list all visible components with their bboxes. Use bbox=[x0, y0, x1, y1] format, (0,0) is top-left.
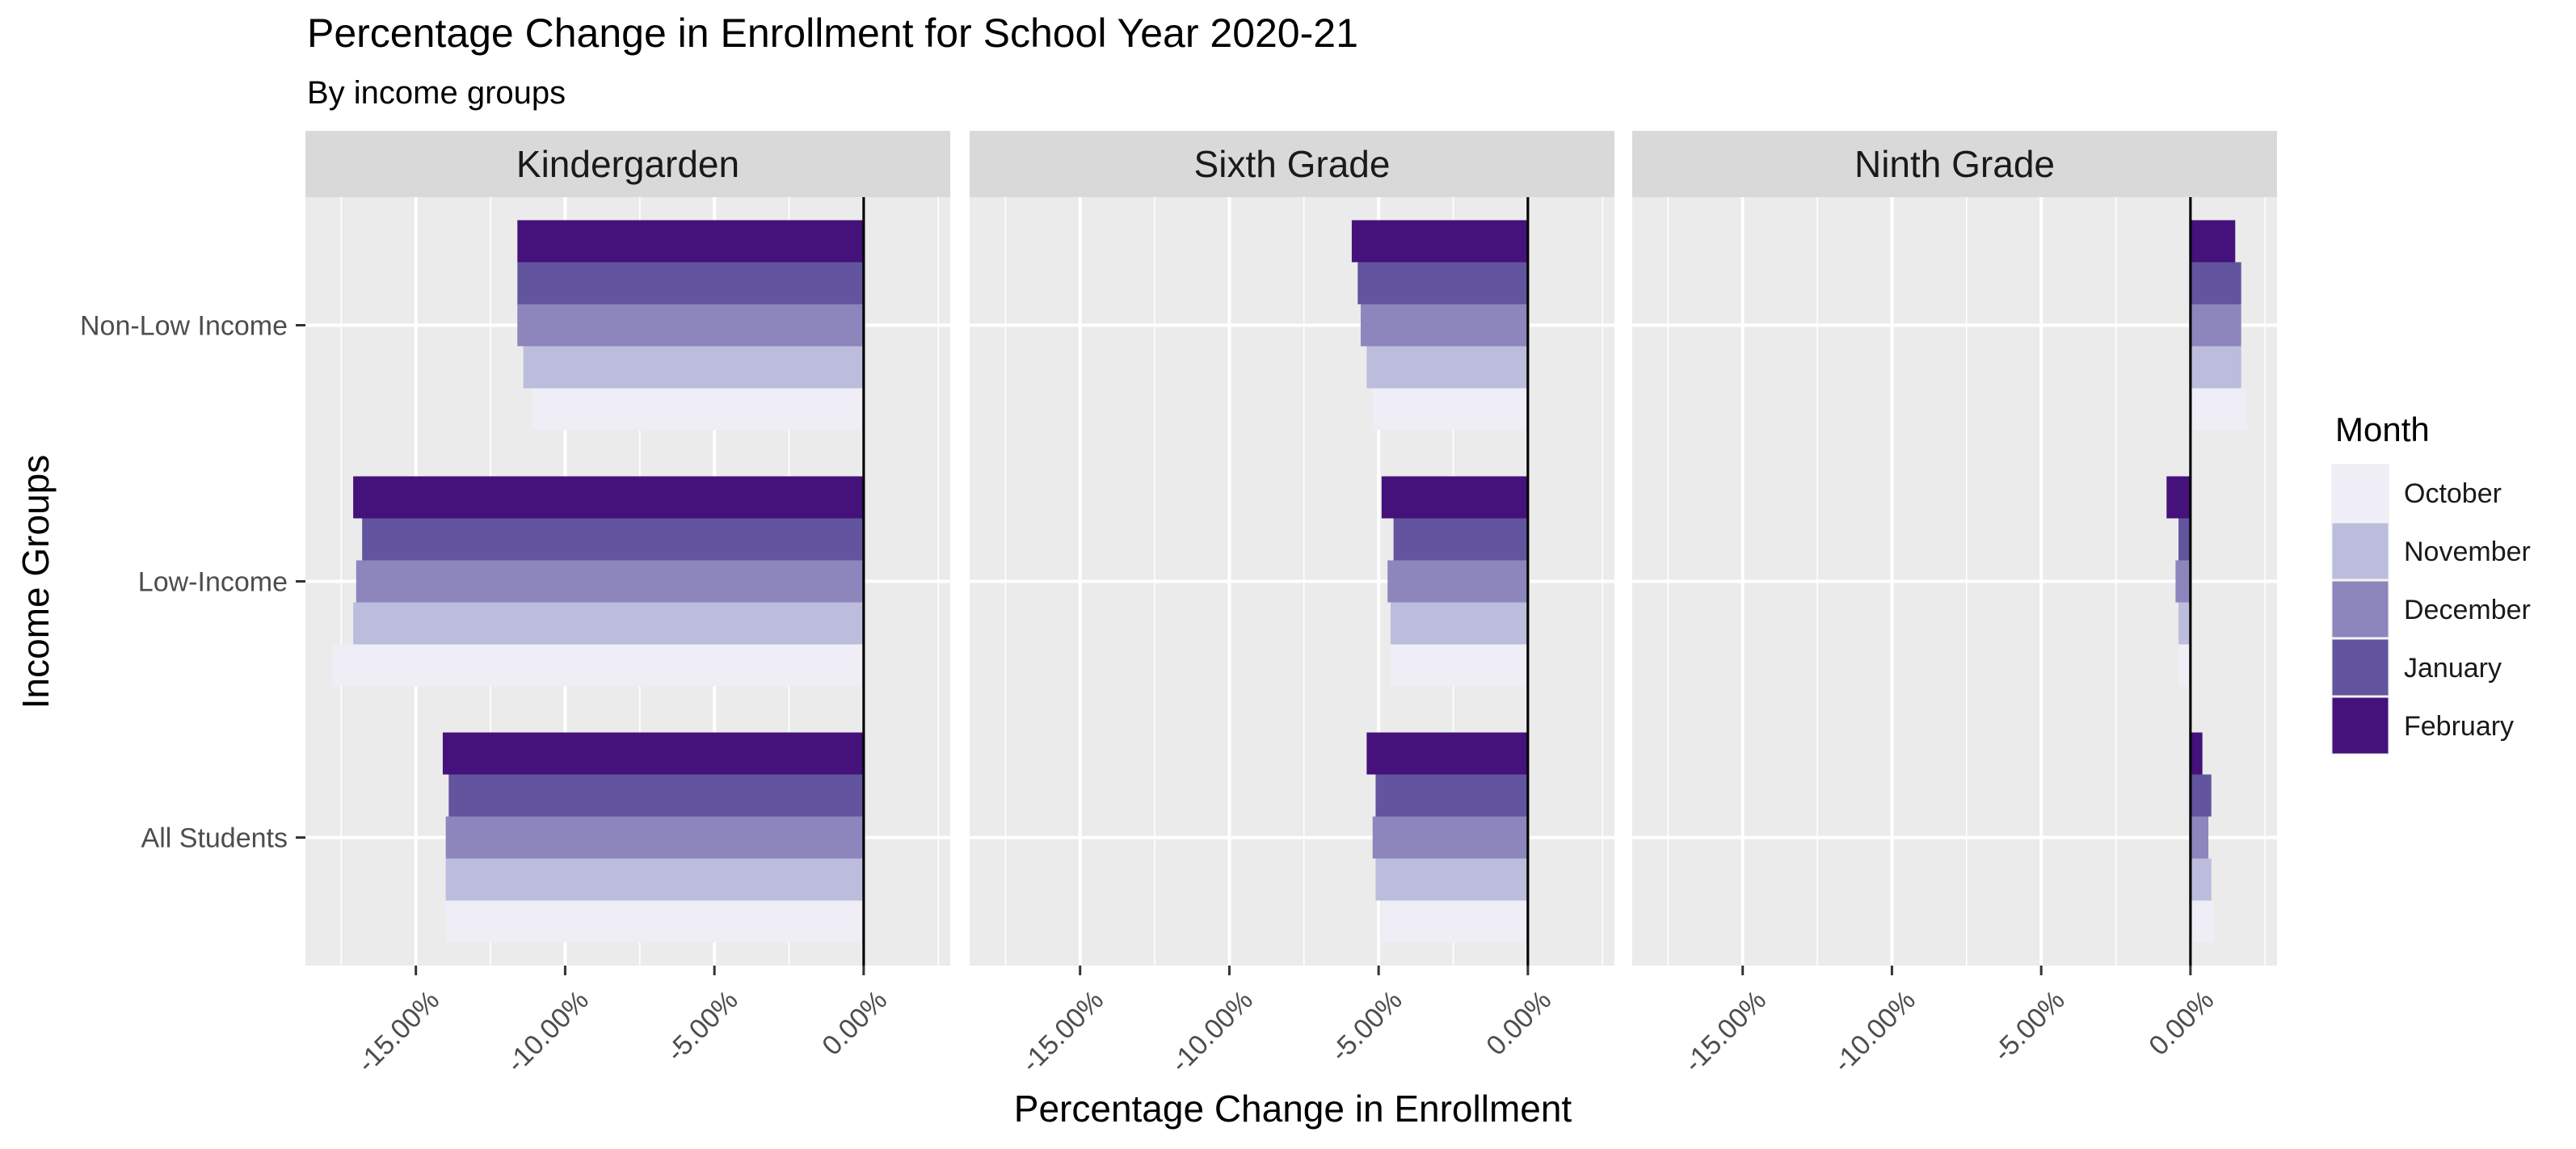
bar-kindergarden-low-income-december bbox=[356, 560, 864, 603]
legend-label-february: February bbox=[2404, 711, 2514, 742]
bar-ninth-grade-all-students-february bbox=[2190, 732, 2203, 775]
bar-ninth-grade-low-income-december bbox=[2175, 560, 2191, 603]
bar-sixth-grade-non-low-income-november bbox=[1366, 346, 1528, 389]
legend-label-october: October bbox=[2404, 478, 2502, 509]
x-tick-label: -10.00% bbox=[1164, 985, 1258, 1079]
legend-swatch-february bbox=[2332, 697, 2389, 754]
facet-strip-sixth-grade bbox=[970, 131, 1614, 197]
facet-strip-kindergarden bbox=[305, 131, 950, 197]
bar-ninth-grade-all-students-october bbox=[2190, 900, 2215, 943]
legend-title: Month bbox=[2335, 410, 2430, 448]
bar-ninth-grade-non-low-income-december bbox=[2190, 304, 2241, 347]
bar-sixth-grade-all-students-november bbox=[1375, 858, 1528, 901]
panels-layer: Kindergarden -15.00% -10.00% -5.00% 0.00% Non… bbox=[80, 131, 2277, 1079]
legend-item-february: February bbox=[2331, 697, 2514, 755]
legend-swatch-january bbox=[2332, 639, 2389, 696]
x-tick-label: -10.00% bbox=[1827, 985, 1921, 1079]
bar-kindergarden-all-students-october bbox=[445, 900, 864, 943]
legend-swatch-november bbox=[2332, 523, 2389, 579]
x-tick-label: -5.00% bbox=[1988, 985, 2071, 1068]
facet-label-ninth-grade: Ninth Grade bbox=[1854, 143, 2055, 185]
bar-sixth-grade-non-low-income-december bbox=[1360, 304, 1528, 347]
bar-kindergarden-non-low-income-january bbox=[517, 262, 864, 305]
bar-kindergarden-all-students-january bbox=[448, 774, 864, 817]
bar-kindergarden-all-students-november bbox=[445, 858, 864, 901]
facet-strip-ninth-grade bbox=[1632, 131, 2277, 197]
bar-sixth-grade-low-income-january bbox=[1393, 518, 1528, 561]
bar-ninth-grade-non-low-income-november bbox=[2190, 346, 2241, 389]
bar-ninth-grade-all-students-november bbox=[2190, 858, 2212, 901]
bar-sixth-grade-non-low-income-october bbox=[1372, 388, 1528, 431]
bar-sixth-grade-low-income-february bbox=[1381, 476, 1528, 519]
bar-kindergarden-non-low-income-december bbox=[517, 304, 864, 347]
bar-kindergarden-non-low-income-november bbox=[523, 346, 864, 389]
legend-label-november: November bbox=[2404, 537, 2531, 567]
bar-kindergarden-all-students-december bbox=[445, 816, 864, 859]
legend: Month October November December January Febr… bbox=[2331, 410, 2531, 755]
legend-item-december: December bbox=[2331, 580, 2531, 638]
x-axis-title: Percentage Change in Enrollment bbox=[1014, 1088, 1572, 1130]
bar-sixth-grade-low-income-november bbox=[1390, 602, 1528, 645]
x-tick-label: 0.00% bbox=[2143, 985, 2220, 1062]
bar-ninth-grade-low-income-november bbox=[2178, 602, 2191, 645]
legend-swatch-october bbox=[2332, 465, 2389, 521]
legend-items: October November December January February bbox=[2331, 464, 2531, 755]
panel-ninth-grade: Ninth Grade -15.00% -10.00% -5.00% 0.00% bbox=[1632, 131, 2277, 1079]
bar-ninth-grade-non-low-income-october bbox=[2190, 388, 2248, 431]
legend-item-october: October bbox=[2331, 464, 2502, 522]
bar-sixth-grade-all-students-december bbox=[1372, 816, 1528, 859]
bar-kindergarden-non-low-income-october bbox=[532, 388, 864, 431]
bar-kindergarden-low-income-february bbox=[353, 476, 864, 519]
x-tick-label: -15.00% bbox=[351, 985, 445, 1079]
facet-label-sixth-grade: Sixth Grade bbox=[1194, 143, 1391, 185]
x-tick-label: -5.00% bbox=[661, 985, 744, 1068]
bar-ninth-grade-low-income-october bbox=[2178, 644, 2191, 687]
chart-title: Percentage Change in Enrollment for Scho… bbox=[307, 11, 1358, 56]
bar-ninth-grade-non-low-income-february bbox=[2190, 220, 2236, 263]
bar-sixth-grade-all-students-february bbox=[1366, 732, 1528, 775]
x-tick-label: -5.00% bbox=[1325, 985, 1408, 1068]
bar-ninth-grade-low-income-january bbox=[2178, 518, 2191, 561]
legend-item-november: November bbox=[2331, 522, 2531, 580]
bar-kindergarden-low-income-october bbox=[332, 644, 864, 687]
bar-ninth-grade-all-students-january bbox=[2190, 774, 2212, 817]
bar-kindergarden-low-income-january bbox=[362, 518, 864, 561]
x-tick-label: -10.00% bbox=[500, 985, 594, 1079]
bar-kindergarden-non-low-income-february bbox=[517, 220, 864, 263]
legend-swatch-december bbox=[2332, 581, 2389, 638]
bar-sixth-grade-all-students-january bbox=[1375, 774, 1528, 817]
facet-label-kindergarden: Kindergarden bbox=[516, 143, 739, 185]
x-tick-label: -15.00% bbox=[1016, 985, 1109, 1079]
legend-label-december: December bbox=[2404, 595, 2531, 625]
y-axis-title: Income Groups bbox=[15, 455, 57, 709]
legend-item-january: January bbox=[2331, 638, 2502, 697]
bar-sixth-grade-non-low-income-february bbox=[1351, 220, 1528, 263]
y-tick-label-all-students: All Students bbox=[141, 823, 288, 854]
bar-ninth-grade-all-students-december bbox=[2190, 816, 2209, 859]
bar-sixth-grade-low-income-october bbox=[1390, 644, 1528, 687]
x-tick-label: 0.00% bbox=[1480, 985, 1557, 1062]
bar-sixth-grade-non-low-income-january bbox=[1357, 262, 1528, 305]
bar-kindergarden-all-students-february bbox=[442, 732, 864, 775]
legend-label-january: January bbox=[2404, 653, 2502, 684]
bar-ninth-grade-low-income-february bbox=[2166, 476, 2191, 519]
x-tick-label: -15.00% bbox=[1678, 985, 1772, 1079]
panel-sixth-grade: Sixth Grade -15.00% -10.00% -5.00% 0.00% bbox=[970, 131, 1614, 1079]
bar-sixth-grade-all-students-october bbox=[1381, 900, 1528, 943]
bar-ninth-grade-non-low-income-january bbox=[2190, 262, 2241, 305]
x-tick-label: 0.00% bbox=[816, 985, 893, 1062]
chart-subtitle: By income groups bbox=[307, 75, 566, 111]
panel-kindergarden: Kindergarden -15.00% -10.00% -5.00% 0.00% Non… bbox=[80, 131, 950, 1079]
y-tick-label-non-low-income: Non-Low Income bbox=[80, 311, 288, 342]
y-tick-label-low-income: Low-Income bbox=[138, 567, 288, 598]
bar-sixth-grade-low-income-december bbox=[1387, 560, 1528, 603]
bar-kindergarden-low-income-november bbox=[353, 602, 864, 645]
